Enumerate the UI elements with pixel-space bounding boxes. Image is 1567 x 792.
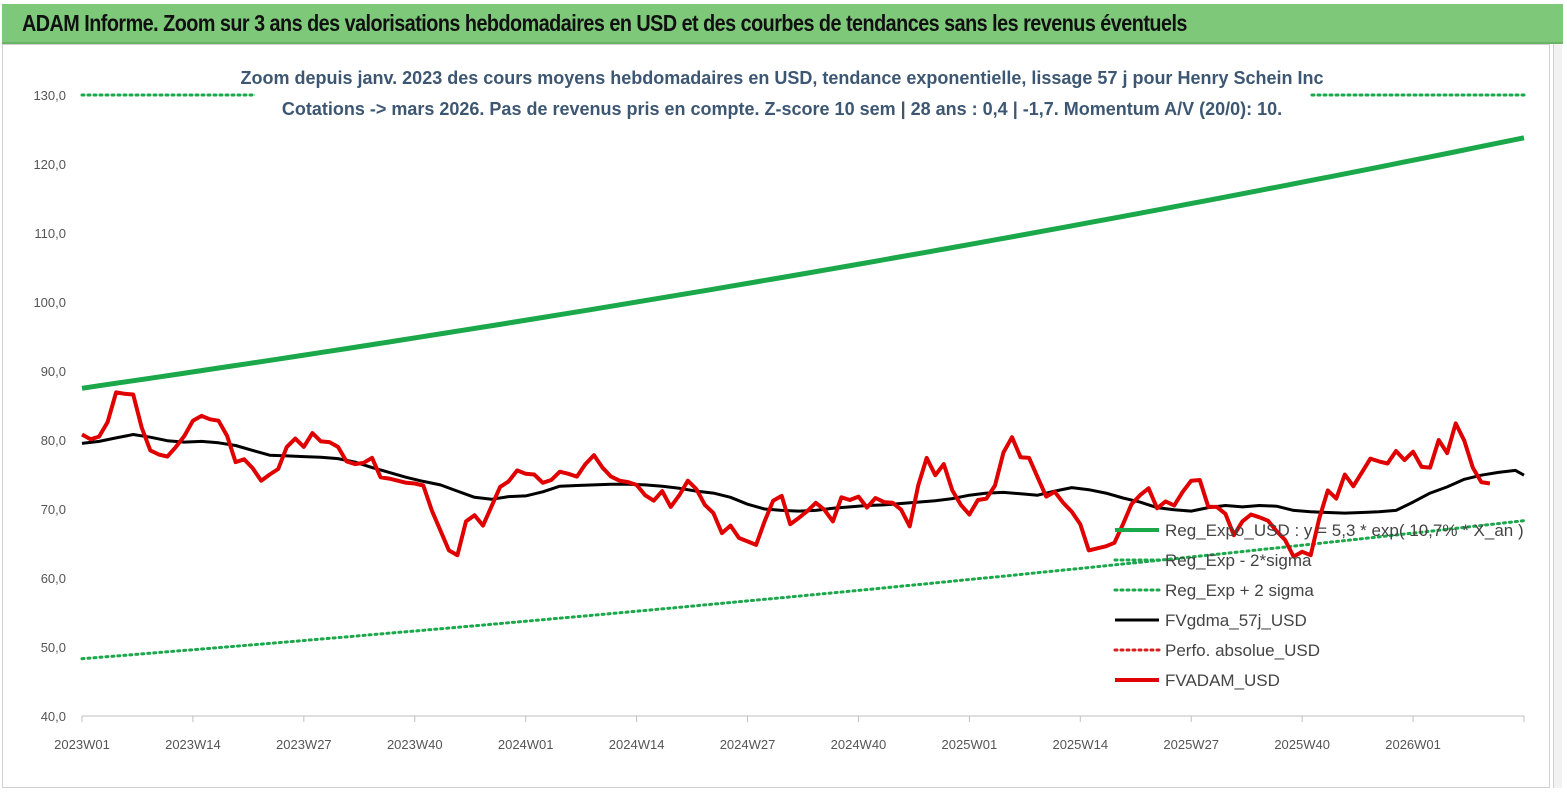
x-tick-label: 2025W14 — [1052, 737, 1108, 752]
x-tick-label: 2024W01 — [498, 737, 554, 752]
series-line-5 — [81, 390, 1491, 559]
y-tick-label: 70,0 — [41, 502, 66, 517]
legend-label: Reg_Exp + 2 sigma — [1165, 581, 1314, 600]
scrollbar-edge — [1553, 44, 1562, 788]
x-tick-label: 2023W01 — [54, 737, 110, 752]
x-tick-label: 2024W40 — [831, 737, 887, 752]
legend: Reg_Expo_USD : y = 5,3 * exp( 10,7% * X_… — [1113, 521, 1524, 690]
x-tick-label: 2023W14 — [165, 737, 221, 752]
series-line-0 — [81, 135, 1525, 391]
chart-area — [2, 44, 1550, 788]
y-tick-label: 130,0 — [33, 88, 66, 103]
series-layer — [80, 93, 1526, 661]
y-tick-label: 100,0 — [33, 295, 66, 310]
series-line-1 — [80, 519, 1526, 661]
x-tick-label: 2025W40 — [1274, 737, 1330, 752]
chart-title-line-1: Zoom depuis janv. 2023 des cours moyens … — [240, 68, 1323, 88]
chart-title-layer: Zoom depuis janv. 2023 des cours moyens … — [240, 62, 1324, 124]
legend-label: Reg_Expo_USD : y = 5,3 * exp( 10,7% * X_… — [1165, 521, 1524, 540]
y-tick-label: 50,0 — [41, 640, 66, 655]
legend-label: Reg_Exp - 2*sigma — [1165, 551, 1312, 570]
y-tick-label: 90,0 — [41, 364, 66, 379]
y-tick-label: 110,0 — [34, 226, 66, 241]
y-tick-label: 60,0 — [41, 571, 66, 586]
legend-label: Perfo. absolue_USD — [1165, 641, 1320, 660]
report-title: ADAM Informe. Zoom sur 3 ans des valoris… — [22, 10, 1187, 36]
x-tick-label: 2023W40 — [387, 737, 443, 752]
legend-label: FVgdma_57j_USD — [1165, 611, 1307, 630]
x-tick-label: 2024W14 — [609, 737, 665, 752]
chart-title-background — [255, 62, 1310, 124]
chart-title-line-2: Cotations -> mars 2026. Pas de revenus p… — [282, 99, 1282, 119]
x-tick-label: 2024W27 — [720, 737, 776, 752]
x-tick-label: 2025W27 — [1163, 737, 1219, 752]
legend-label: FVADAM_USD — [1165, 671, 1280, 690]
x-tick-label: 2023W27 — [276, 737, 332, 752]
grid-layer: 40,0 50,0 60,0 70,0 80,0 90,0 100,0 110,0 120,0 1… — [33, 88, 1525, 752]
series-line-3 — [81, 433, 1525, 515]
y-tick-label: 120,0 — [33, 157, 66, 172]
y-tick-label: 80,0 — [41, 433, 66, 448]
y-tick-label: 40,0 — [41, 709, 66, 724]
report-header: ADAM Informe. Zoom sur 3 ans des valoris… — [2, 4, 1563, 44]
x-tick-label: 2025W01 — [942, 737, 998, 752]
x-tick-label: 2026W01 — [1385, 737, 1441, 752]
